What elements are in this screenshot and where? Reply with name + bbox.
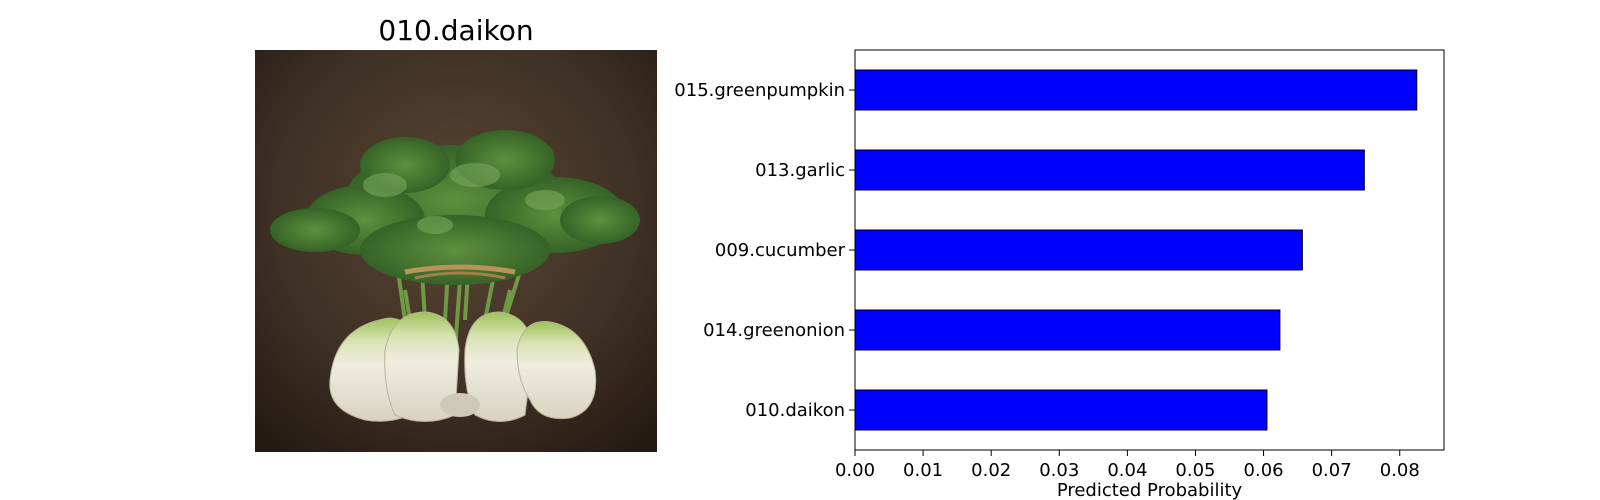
x-tick-label: 0.06 [1244, 460, 1284, 481]
y-tick-label: 015.greenpumpkin [674, 80, 845, 101]
daikon-photo [255, 50, 657, 452]
y-tick-label: 014.greenonion [703, 320, 845, 341]
x-tick-label: 0.07 [1312, 460, 1352, 481]
x-tick-label: 0.00 [835, 460, 875, 481]
y-tick-label: 009.cucumber [715, 240, 846, 261]
axes-frame [854, 49, 1445, 451]
x-tick-label: 0.01 [903, 460, 943, 481]
bar-2 [854, 229, 1303, 271]
image-title: 010.daikon [378, 14, 534, 47]
x-tick-label: 0.04 [1107, 460, 1147, 481]
bar-3 [854, 309, 1281, 351]
x-tick-label: 0.03 [1039, 460, 1079, 481]
y-tick-label: 010.daikon [745, 400, 845, 421]
bar-1 [854, 149, 1365, 191]
x-axis-label: Predicted Probability [1057, 480, 1243, 500]
x-tick-label: 0.08 [1380, 460, 1420, 481]
x-tick-label: 0.05 [1175, 460, 1215, 481]
y-tick-label: 013.garlic [755, 160, 845, 181]
bar-4 [854, 389, 1268, 431]
x-tick-label: 0.02 [971, 460, 1011, 481]
bar-0 [854, 69, 1418, 111]
